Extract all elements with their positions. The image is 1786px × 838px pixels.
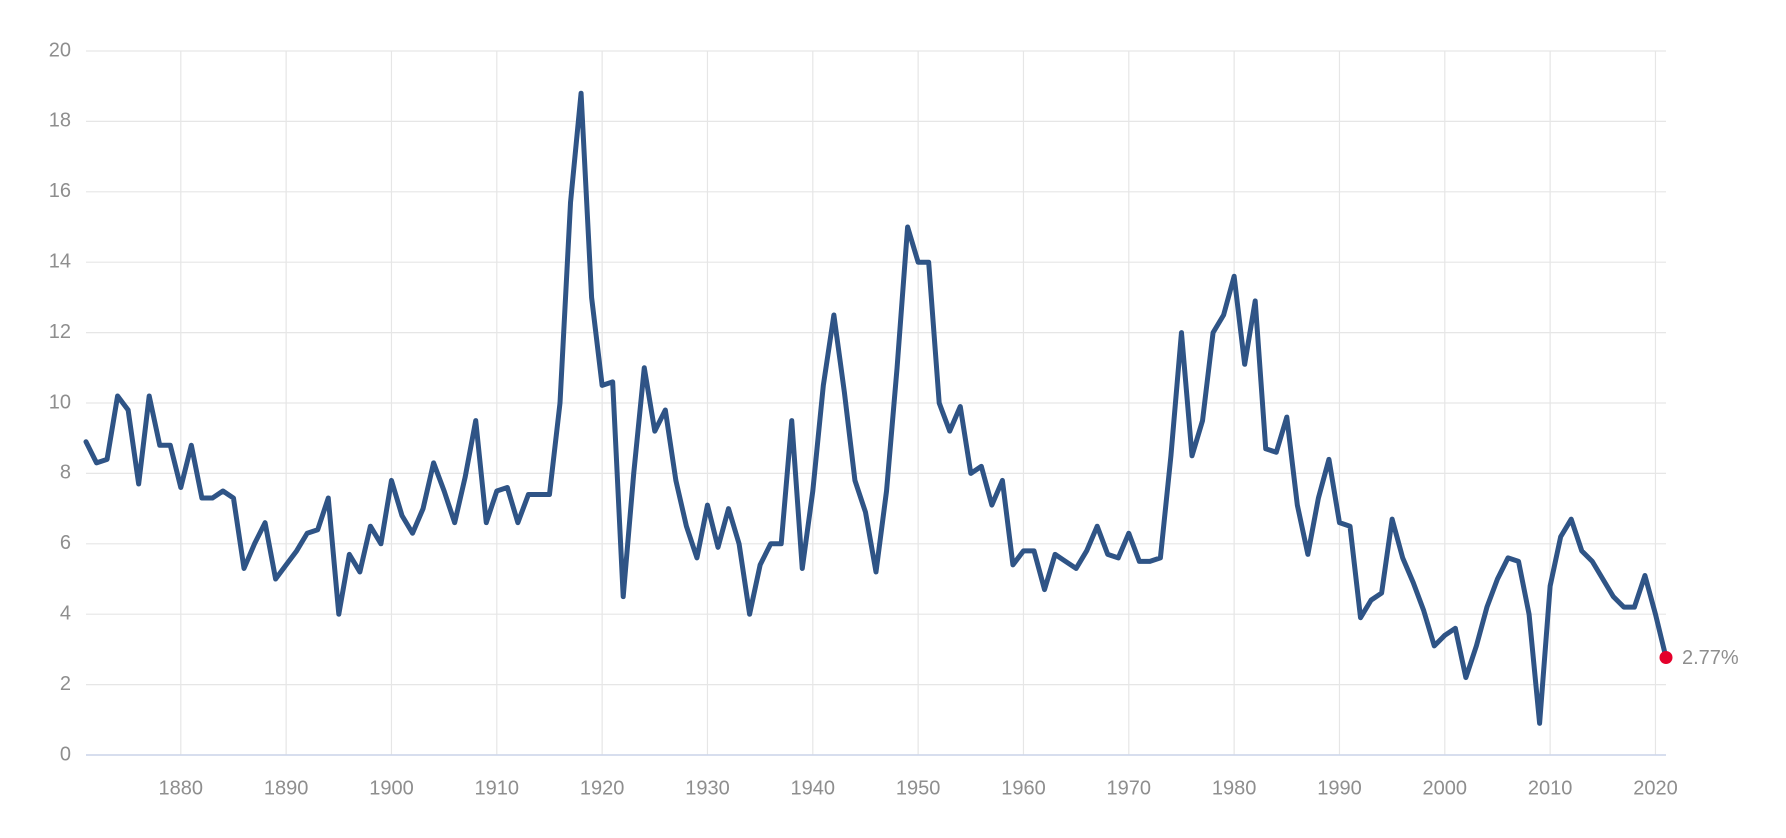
x-tick-label: 1980	[1212, 777, 1257, 799]
y-tick-label: 16	[49, 180, 71, 202]
x-tick-label: 1910	[475, 777, 520, 799]
y-tick-label: 18	[49, 110, 71, 132]
y-tick-label: 14	[49, 250, 71, 272]
y-tick-label: 2	[60, 673, 71, 695]
x-tick-label: 2020	[1633, 777, 1678, 799]
x-tick-label: 1930	[685, 777, 730, 799]
x-tick-label: 1990	[1317, 777, 1362, 799]
y-tick-label: 12	[49, 321, 71, 343]
x-tick-label: 1900	[369, 777, 414, 799]
y-tick-label: 20	[49, 39, 71, 61]
y-tick-label: 0	[60, 743, 71, 765]
x-tick-label: 2000	[1423, 777, 1468, 799]
y-tick-label: 8	[60, 462, 71, 484]
y-tick-label: 6	[60, 532, 71, 554]
x-tick-label: 1970	[1107, 777, 1152, 799]
x-tick-label: 2010	[1528, 777, 1573, 799]
y-tick-label: 10	[49, 391, 71, 413]
x-tick-label: 1940	[791, 777, 836, 799]
x-tick-label: 1960	[1001, 777, 1046, 799]
x-tick-label: 1880	[159, 777, 204, 799]
data-line	[83, 90, 1669, 726]
x-tick-label: 1920	[580, 777, 625, 799]
x-tick-label: 1890	[264, 777, 309, 799]
x-tick-label: 1950	[896, 777, 941, 799]
value-label: 2.77%	[1682, 647, 1739, 669]
last-point-marker	[1659, 650, 1673, 664]
y-tick-label: 4	[60, 602, 71, 624]
